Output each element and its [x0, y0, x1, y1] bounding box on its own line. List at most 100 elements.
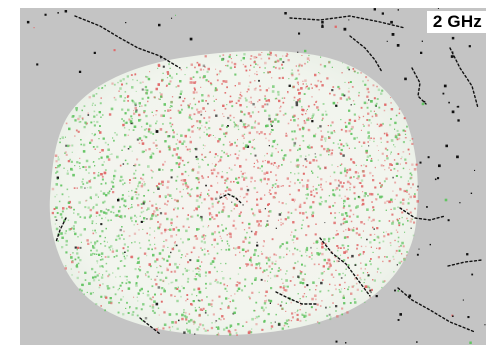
signal-speckle — [173, 148, 176, 151]
signal-speckle — [84, 166, 87, 169]
signal-speckle — [86, 122, 88, 125]
signal-speckle — [273, 253, 276, 256]
signal-speckle — [297, 309, 299, 312]
signal-speckle — [396, 129, 399, 132]
signal-speckle — [217, 333, 220, 336]
signal-speckle — [276, 59, 280, 63]
signal-speckle — [222, 104, 225, 107]
coast-speck — [348, 19, 350, 21]
signal-speckle — [304, 286, 306, 288]
signal-speckle — [76, 276, 79, 280]
signal-speckle — [152, 309, 155, 312]
signal-speckle — [135, 194, 137, 196]
signal-speckle — [82, 150, 86, 153]
signal-speckle — [271, 262, 274, 265]
signal-speckle — [131, 99, 134, 102]
signal-speckle — [296, 81, 299, 84]
signal-speckle — [407, 148, 410, 151]
signal-speckle — [246, 126, 248, 128]
signal-speckle — [198, 128, 201, 131]
signal-speckle — [318, 89, 320, 91]
signal-speckle — [101, 87, 104, 89]
signal-speckle — [95, 211, 99, 214]
signal-speckle — [280, 218, 282, 221]
signal-speckle — [132, 100, 135, 104]
signal-speckle — [342, 154, 345, 157]
signal-speckle — [228, 248, 231, 251]
signal-speckle — [216, 79, 219, 82]
signal-speckle — [141, 183, 143, 185]
signal-speckle — [263, 320, 266, 323]
signal-speckle — [104, 169, 107, 171]
signal-speckle — [221, 315, 224, 318]
signal-speckle — [150, 298, 153, 301]
signal-speckle — [360, 72, 362, 74]
coastline — [399, 207, 446, 221]
signal-speckle — [190, 118, 193, 120]
signal-speckle — [248, 295, 251, 298]
signal-speckle — [300, 304, 302, 306]
coastline — [447, 259, 483, 267]
signal-speckle — [350, 104, 352, 106]
signal-speckle — [293, 130, 296, 133]
signal-speckle — [291, 198, 294, 201]
signal-speckle — [207, 176, 209, 178]
signal-speckle — [324, 166, 327, 170]
signal-speckle — [269, 189, 271, 192]
signal-speckle — [307, 128, 311, 132]
signal-speckle — [308, 146, 311, 149]
signal-speckle — [150, 154, 153, 157]
signal-speckle — [200, 219, 203, 222]
signal-speckle — [247, 124, 250, 127]
signal-speckle — [410, 187, 412, 189]
signal-speckle — [225, 297, 228, 300]
signal-speckle — [381, 89, 384, 92]
signal-speckle — [396, 231, 399, 233]
signal-speckle — [313, 134, 316, 138]
signal-speckle — [142, 320, 144, 322]
signal-speckle — [242, 63, 244, 66]
signal-speckle — [254, 277, 257, 280]
signal-speckle — [65, 153, 68, 156]
signal-speckle — [268, 57, 271, 60]
signal-speckle — [162, 287, 164, 289]
signal-speckle — [253, 61, 256, 64]
signal-speckle — [245, 192, 249, 196]
signal-speckle — [209, 262, 213, 265]
signal-speckle — [275, 97, 277, 99]
signal-speckle — [290, 119, 292, 121]
signal-speckle — [188, 114, 191, 117]
signal-speckle — [283, 97, 286, 99]
signal-speckle — [256, 191, 258, 193]
signal-speckle — [370, 159, 373, 162]
signal-speckle — [342, 62, 343, 64]
signal-speckle — [364, 263, 368, 266]
signal-speckle — [170, 270, 173, 273]
signal-speckle — [260, 306, 264, 309]
signal-speckle — [409, 220, 412, 223]
signal-speckle — [136, 216, 138, 218]
coast-speck — [459, 202, 461, 204]
signal-speckle — [160, 232, 163, 235]
signal-speckle — [64, 151, 67, 154]
signal-speckle — [159, 225, 161, 227]
signal-speckle — [204, 312, 207, 314]
signal-speckle — [140, 177, 142, 180]
signal-speckle — [214, 231, 216, 233]
signal-speckle — [124, 257, 127, 260]
signal-speckle — [152, 253, 155, 257]
signal-speckle — [281, 76, 284, 79]
signal-speckle — [290, 212, 293, 214]
signal-speckle — [157, 307, 160, 309]
signal-speckle — [218, 211, 221, 214]
signal-speckle — [57, 156, 59, 158]
signal-speckle — [184, 267, 186, 270]
signal-speckle — [135, 307, 138, 310]
signal-speckle — [311, 172, 314, 174]
coverage-map-canvas — [20, 8, 486, 345]
signal-speckle — [283, 289, 286, 292]
signal-speckle — [110, 302, 113, 305]
signal-speckle — [127, 108, 130, 112]
coast-speck — [444, 198, 448, 202]
signal-speckle — [140, 308, 143, 311]
